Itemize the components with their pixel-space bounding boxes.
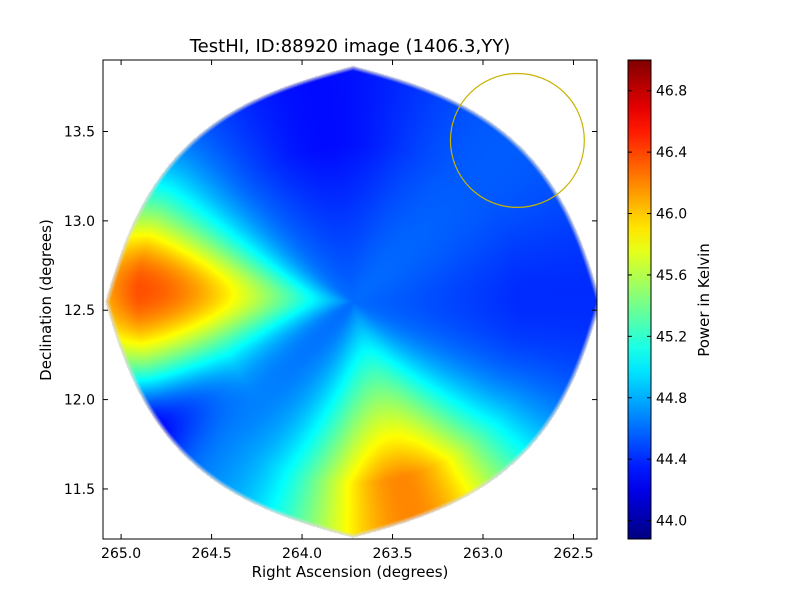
colorbar-label: Power in Kelvin [695, 243, 713, 357]
colorbar-tick-label: 44.8 [656, 391, 687, 407]
colorbar: 44.0 44.4 44.8 45.2 45.6 46.0 46.4 46.8 Power i… [627, 59, 713, 540]
plot-frame [102, 59, 598, 540]
x-tick-label: 264.5 [192, 546, 232, 562]
plot-area [103, 60, 597, 539]
y-tick-label: 11.5 [64, 482, 95, 498]
y-tick-label: 13.5 [64, 124, 95, 140]
y-tick-label: 12.5 [64, 303, 95, 319]
y-axis-ticks: 11.5 12.0 12.5 13.0 13.5 [64, 124, 597, 498]
colorbar-ticks: 44.0 44.4 44.8 45.2 45.6 46.0 46.4 46.8 [628, 84, 687, 530]
colorbar-tick-label: 46.4 [656, 145, 687, 161]
colorbar-bar [627, 59, 652, 540]
chart-title: TestHI, ID:88920 image (1406.3,YY) [189, 36, 510, 57]
x-tick-label: 262.5 [553, 546, 593, 562]
y-tick-label: 13.0 [64, 214, 95, 230]
colorbar-tick-label: 46.8 [656, 84, 687, 100]
x-tick-label: 263.5 [372, 546, 412, 562]
y-axis-label: Declination (degrees) [37, 219, 55, 381]
colorbar-tick-label: 46.0 [656, 207, 687, 223]
y-tick-label: 12.0 [64, 393, 95, 409]
colorbar-tick-label: 44.0 [656, 514, 687, 530]
heatmap-image [103, 60, 597, 539]
colorbar-tick-label: 45.6 [656, 268, 687, 284]
x-axis-label: Right Ascension (degrees) [252, 563, 449, 581]
beam-circle-annotation [449, 72, 585, 208]
colorbar-tick-label: 45.2 [656, 329, 687, 345]
x-tick-label: 265.0 [101, 546, 141, 562]
x-tick-label: 264.0 [282, 546, 322, 562]
x-tick-label: 263.0 [463, 546, 503, 562]
x-axis-ticks: 265.0 264.5 264.0 263.5 263.0 262.5 [101, 60, 594, 562]
colorbar-tick-label: 44.4 [656, 452, 687, 468]
